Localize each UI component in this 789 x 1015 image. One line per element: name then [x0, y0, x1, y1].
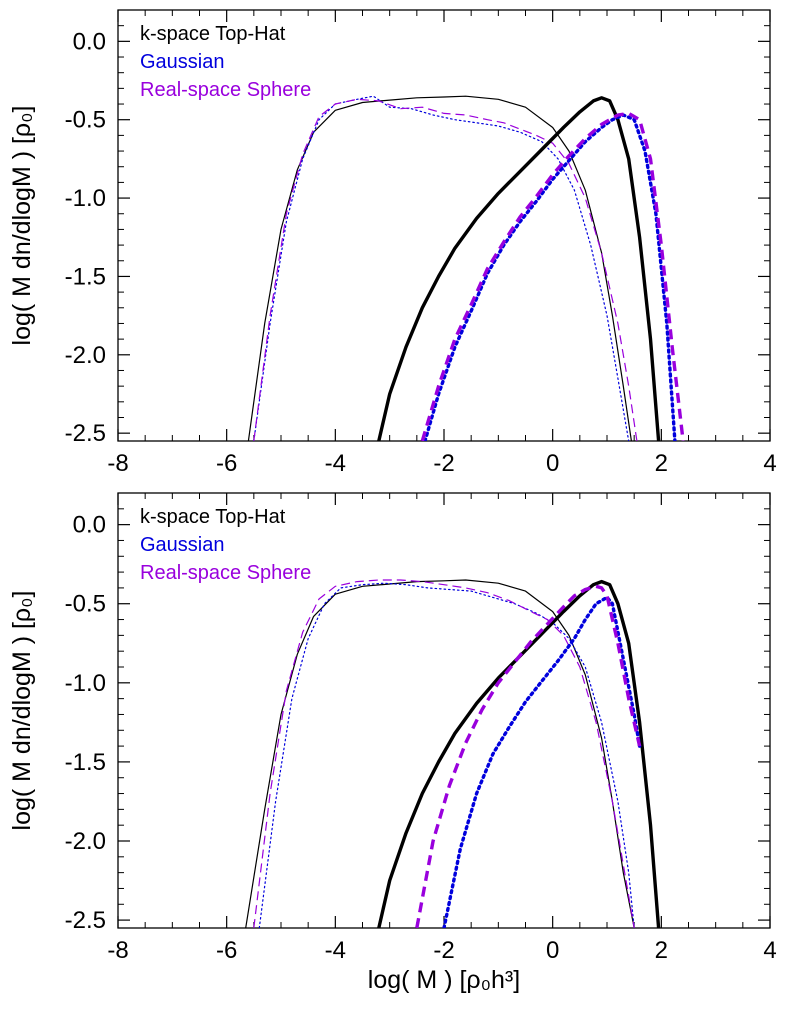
y-tick-label: -1.5	[65, 263, 106, 290]
y-tick-label: 0.0	[73, 512, 106, 539]
y-tick-label: 0.0	[73, 28, 106, 55]
series-line-4	[423, 113, 677, 441]
y-tick-label: -2.0	[65, 342, 106, 369]
y-tick-label: -0.5	[65, 591, 106, 618]
x-tick-label: 4	[763, 450, 776, 477]
legend-entry: Real-space Sphere	[140, 562, 311, 584]
x-tick-label: 0	[546, 937, 559, 964]
x-tick-label: -2	[433, 450, 454, 477]
series-line-3	[377, 579, 661, 928]
series-line-1	[258, 582, 635, 928]
plot-frame	[117, 492, 771, 929]
y-tick-label: -1.0	[65, 185, 106, 212]
y-tick-label: -2.5	[65, 907, 106, 934]
y-tick-label: -2.0	[65, 828, 106, 855]
series-line-0	[245, 579, 635, 928]
legend-entry: Real-space Sphere	[140, 79, 311, 101]
x-tick-label: -2	[433, 937, 454, 964]
x-tick-label: -6	[216, 450, 237, 477]
series-line-2	[253, 98, 638, 441]
legend-entry: k-space Top-Hat	[140, 506, 286, 528]
x-tick-label: 4	[763, 937, 776, 964]
top-panel: -8 -6 -4 -2 0 2 4 0.0 -0.5 -1.0 -1.5 -2.0 -2.5 log( M…	[8, 9, 777, 477]
series-group	[245, 579, 661, 928]
series-group	[247, 95, 685, 441]
y-tick-label: -0.5	[65, 107, 106, 134]
x-tick-label: 2	[655, 937, 668, 964]
series-line-5	[420, 111, 685, 441]
series-line-4	[442, 595, 642, 928]
series-line-5	[415, 584, 642, 928]
bottom-panel: -8 -6 -4 -2 0 2 4 0.0 -0.5 -1.0 -1.5 -2.0 -2.5 log( M…	[8, 492, 777, 994]
x-tick-label: -4	[325, 450, 346, 477]
y-tick-label: -1.5	[65, 749, 106, 776]
x-tick-label: -8	[107, 450, 128, 477]
y-axis-label: log( M dn/dlogM ) [ρ₀]	[8, 591, 36, 831]
x-tick-label: 0	[546, 450, 559, 477]
x-tick-label: -6	[216, 937, 237, 964]
y-tick-label: -1.0	[65, 670, 106, 697]
x-tick-label: -8	[107, 937, 128, 964]
legend-entry: k-space Top-Hat	[140, 23, 286, 45]
series-line-3	[377, 96, 661, 441]
y-axis-label: log( M dn/dlogM ) [ρ₀]	[8, 106, 36, 346]
series-line-2	[253, 579, 635, 928]
x-axis-label: log( M ) [ρ₀h³]	[368, 966, 520, 994]
legend-entry: Gaussian	[140, 51, 225, 73]
x-tick-label: 2	[655, 450, 668, 477]
series-line-1	[253, 95, 630, 441]
legend-entry: Gaussian	[140, 534, 225, 556]
x-tick-label: -4	[325, 937, 346, 964]
y-tick-label: -2.5	[65, 420, 106, 447]
